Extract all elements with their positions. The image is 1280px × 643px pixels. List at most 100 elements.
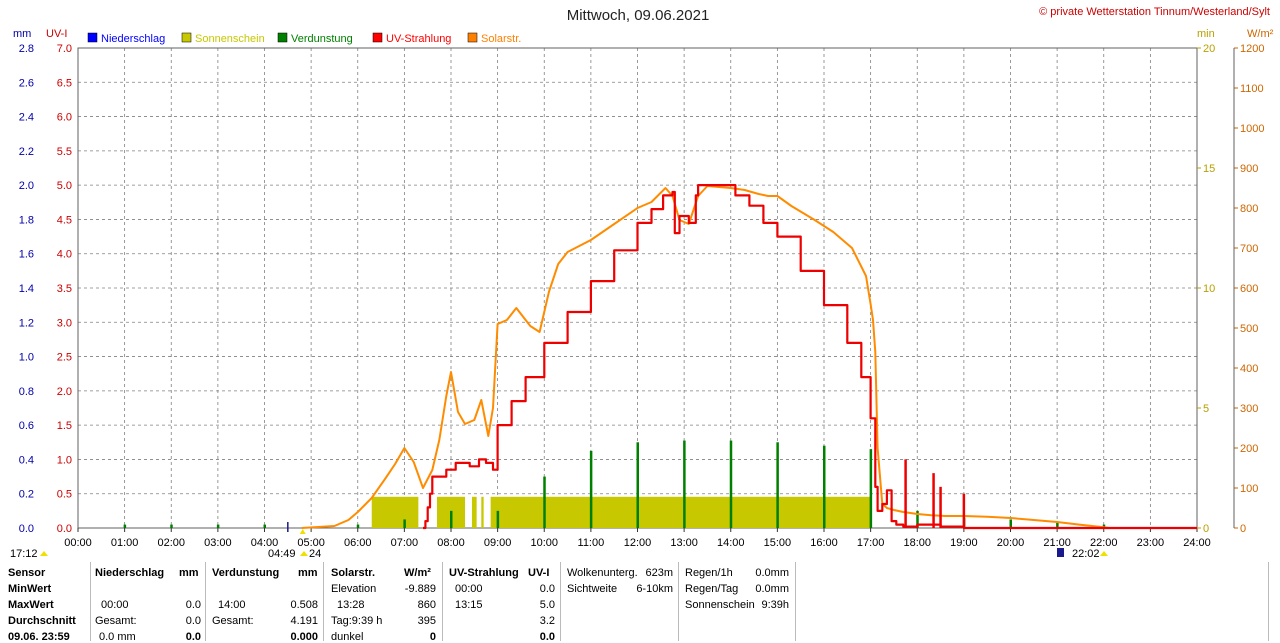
solar-dark-label: dunkel <box>331 631 364 643</box>
sunshine-bar <box>490 496 871 528</box>
legend-label: Solarstr. <box>481 33 521 45</box>
legend-swatch <box>277 32 288 43</box>
mm-tick-label: 1.4 <box>19 283 34 295</box>
evaporation-spike <box>543 476 546 528</box>
x-tick-label: 15:00 <box>764 537 792 549</box>
mm-tick-label: 0.8 <box>19 386 34 398</box>
mm-tick-label: 1.2 <box>19 317 34 329</box>
uv-unit-label: UV-I <box>46 28 67 40</box>
visibility-label: Sichtweite <box>567 583 618 595</box>
mm-tick-label: 0.0 <box>19 523 34 535</box>
solar-avg-value: 395 <box>417 615 436 627</box>
sunshine-bar <box>371 496 419 528</box>
evaporation-spike <box>823 445 826 528</box>
mm-unit-label: mm <box>13 28 31 40</box>
sensor-header: Sensor <box>8 567 46 579</box>
min-tick-label: 0 <box>1203 523 1209 535</box>
chart-legend: Niederschlag Sonnenschein Verdunstung UV-St… <box>87 32 521 45</box>
uv-min-value: 0.0 <box>539 583 555 595</box>
solar-column: Solarstr. W/m² Elevation -9.889 13:28 86… <box>323 562 436 643</box>
rain-header: Niederschlag <box>95 567 165 579</box>
sunrise-extra-label: 24 <box>309 548 321 560</box>
mm-tick-label: 1.0 <box>19 352 34 364</box>
grid <box>78 48 1197 528</box>
x-tick-label: 06:00 <box>344 537 372 549</box>
evap-total-value: 4.191 <box>290 615 318 627</box>
uv-tick-label: 6.5 <box>57 77 72 89</box>
evap-current-value: 0.000 <box>290 631 318 643</box>
empty-column <box>795 562 796 641</box>
sunshine-bar <box>471 496 477 528</box>
sunshine-bar <box>481 496 484 528</box>
evaporation-spike <box>496 510 500 528</box>
sunrise-label: 04:49 <box>268 548 296 560</box>
legend-label: Verdunstung <box>291 33 353 45</box>
mm-tick-label: 1.6 <box>19 249 34 261</box>
evap-header: Verdunstung <box>212 567 280 579</box>
sunset-label: 22:02 <box>1072 548 1100 560</box>
evaporation-spike <box>1056 522 1059 528</box>
weather-chart: Mittwoch, 09.06.2021 © private Wettersta… <box>10 6 1274 560</box>
wm2-tick-label: 1000 <box>1240 123 1264 135</box>
x-tick-label: 11:00 <box>578 537 605 549</box>
x-tick-label: 07:00 <box>391 537 419 549</box>
uv-tick-label: 4.5 <box>57 214 72 226</box>
evap-max-value: 0.508 <box>290 599 318 611</box>
summary-table: Sensor MinWert MaxWert Durchschnitt 09.0… <box>0 562 1280 643</box>
wm2-tick-label: 700 <box>1240 243 1258 255</box>
x-tick-label: 10:00 <box>530 537 558 549</box>
x-tick-label: 18:00 <box>903 537 931 549</box>
evaporation-spike <box>729 440 733 528</box>
x-tick-label: 09:00 <box>484 537 512 549</box>
uv-tick-label: 5.0 <box>57 180 72 192</box>
rain-total-label: Gesamt: <box>95 615 137 627</box>
cloud-base-value: 623m <box>645 567 673 579</box>
x-tick-label: 21:00 <box>1043 537 1071 549</box>
evap-column: Verdunstung mm 14:00 0.508 Gesamt: 4.191… <box>205 562 318 643</box>
legend-label: Sonnenschein <box>195 33 265 45</box>
solar-elevation-label: Elevation <box>331 583 377 595</box>
credit-text: © private Wetterstation Tinnum/Westerlan… <box>1039 6 1270 18</box>
wm2-tick-label: 400 <box>1240 363 1258 375</box>
solar-line <box>301 185 1109 529</box>
wm2-tick-label: 500 <box>1240 323 1258 335</box>
uv-tick-label: 2.0 <box>57 386 72 398</box>
uv-tick-label: 6.0 <box>57 112 72 124</box>
rain-max-time: 00:00 <box>101 599 129 611</box>
rainsum-column: Regen/1h 0.0mm Regen/Tag 0.0mm Sonnensch… <box>678 562 789 641</box>
x-tick-label: 19:00 <box>950 537 978 549</box>
solar-daylength: Tag:9:39 h <box>331 615 383 627</box>
mm-tick-label: 2.2 <box>19 146 34 158</box>
x-tick-label: 08:00 <box>437 537 465 549</box>
x-tick-label: 20:00 <box>997 537 1025 549</box>
legend-label: Niederschlag <box>101 33 165 45</box>
moon-phase-icon <box>1057 548 1064 557</box>
rain-unit: mm <box>179 567 199 579</box>
uv-tick-label: 3.0 <box>57 317 72 329</box>
cloud-base-label: Wolkenunterg. <box>567 567 638 579</box>
rain-current-value: 0.0 <box>185 631 201 643</box>
x-tick-label: 17:00 <box>857 537 885 549</box>
evaporation-spike <box>683 440 686 528</box>
legend-label: UV-Strahlung <box>386 33 451 45</box>
wm2-tick-label: 200 <box>1240 443 1258 455</box>
min-unit-label: min <box>1197 28 1215 40</box>
solar-current-value: 0 <box>429 631 436 643</box>
mm-tick-label: 0.4 <box>19 454 34 466</box>
min-tick-label: 5 <box>1203 403 1209 415</box>
x-tick-label: 24:00 <box>1183 537 1211 549</box>
mm-tick-label: 2.4 <box>19 112 34 124</box>
legend-swatch <box>467 32 478 43</box>
evaporation-spike <box>450 510 453 528</box>
uv-tick-label: 0.0 <box>57 523 72 535</box>
evaporation-spike <box>263 524 266 528</box>
x-tick-label: 05:00 <box>297 537 325 549</box>
x-tick-label: 14:00 <box>717 537 745 549</box>
uv-tick-label: 2.5 <box>57 352 72 364</box>
sun-icon <box>300 551 308 556</box>
evaporation-spike <box>916 510 919 528</box>
x-tick-label: 22:00 <box>1090 537 1118 549</box>
uv-tick-label: 4.0 <box>57 249 72 261</box>
evaporation-spike <box>589 450 593 528</box>
row-label-max: MaxWert <box>8 599 54 611</box>
